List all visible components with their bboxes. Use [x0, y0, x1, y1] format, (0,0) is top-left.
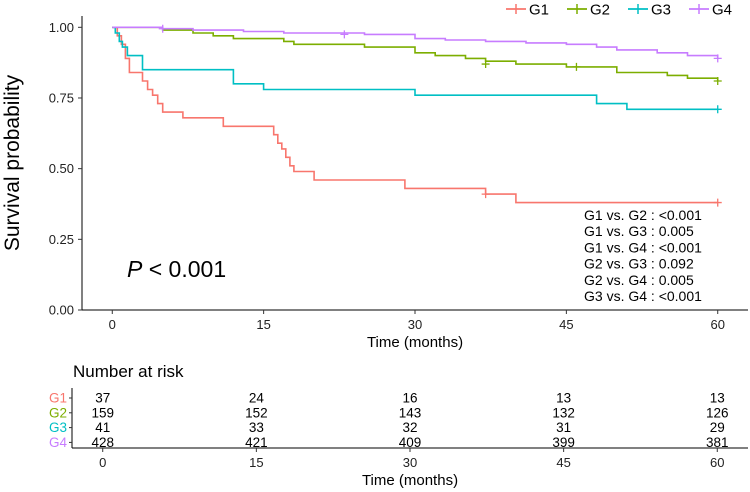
- risk-count-g1: 37: [95, 391, 110, 406]
- y-tick-label: 0.50: [49, 161, 74, 176]
- y-tick-label: 1.00: [49, 20, 74, 35]
- x-tick-label: 0: [109, 317, 116, 332]
- risk-count-g4: 409: [399, 435, 422, 450]
- risk-count-g2: 126: [706, 405, 729, 420]
- risk-count-g1: 13: [556, 391, 571, 406]
- censor-mark-g4: [713, 54, 722, 63]
- risk-x-tick-label: 45: [556, 455, 570, 470]
- risk-x-tick-label: 15: [249, 455, 263, 470]
- survival-curve-g4: [112, 26, 719, 59]
- y-axis-title: Survival probability: [1, 74, 24, 251]
- risk-table: Number at risk G1 37 24 16 13 13 G2 159 152 143 132…: [49, 362, 748, 489]
- x-tick-label: 60: [710, 317, 724, 332]
- legend-label-g1: G1: [529, 2, 549, 19]
- risk-count-g2: 132: [552, 405, 575, 420]
- main-plot-axes: 0.00 0.25 0.50 0.75 1.00 0 15 30 45 60 Time (month…: [1, 16, 748, 351]
- risk-count-g1: 24: [249, 391, 265, 406]
- survival-curve-g3: [112, 26, 718, 111]
- risk-x-tick-label: 30: [403, 455, 417, 470]
- risk-row-label-g3: G3: [49, 420, 67, 435]
- risk-count-g3: 33: [249, 420, 264, 435]
- pairwise-comparison: G2 vs. G4 : 0.005: [584, 272, 694, 288]
- risk-count-g4: 399: [552, 435, 575, 450]
- legend-label-g2: G2: [590, 2, 610, 19]
- x-tick-label: 30: [408, 317, 422, 332]
- risk-x-axis-title: Time (months): [362, 472, 458, 489]
- censor-mark-g4: [158, 24, 167, 33]
- x-axis-title: Time (months): [367, 334, 463, 351]
- x-tick-label: 45: [559, 317, 573, 332]
- legend: G1 G2 G3 G4: [506, 2, 732, 19]
- x-tick-label: 15: [256, 317, 270, 332]
- risk-count-g1: 16: [402, 391, 417, 406]
- risk-table-title: Number at risk: [73, 362, 184, 381]
- censor-mark-g1: [481, 190, 490, 199]
- pairwise-comparison: G2 vs. G3 : 0.092: [584, 256, 694, 272]
- p-symbol: P: [127, 256, 143, 282]
- censor-mark-g4: [340, 30, 349, 39]
- survival-curve-g2: [112, 26, 719, 81]
- legend-label-g4: G4: [712, 2, 732, 19]
- survival-curves: [112, 24, 722, 207]
- risk-count-g3: 31: [556, 420, 571, 435]
- pairwise-comparison: G1 vs. G4 : <0.001: [584, 239, 702, 255]
- risk-count-g4: 381: [706, 435, 729, 450]
- risk-x-tick-label: 0: [99, 455, 106, 470]
- survival-curve-g1: [112, 26, 718, 204]
- risk-count-g3: 41: [95, 420, 110, 435]
- pairwise-comparison: G1 vs. G3 : 0.005: [584, 223, 694, 239]
- censor-mark-g2: [713, 77, 722, 86]
- risk-count-g3: 32: [402, 420, 417, 435]
- censor-mark-g1: [713, 198, 722, 207]
- risk-count-g4: 428: [91, 435, 114, 450]
- p-value: < 0.001: [142, 256, 226, 282]
- y-tick-label: 0.00: [49, 303, 74, 318]
- risk-count-g3: 29: [710, 420, 725, 435]
- risk-row-label-g1: G1: [49, 391, 67, 406]
- p-value-label: P < 0.001: [127, 256, 226, 282]
- risk-row-label-g2: G2: [49, 405, 67, 420]
- risk-count-g2: 152: [245, 405, 268, 420]
- y-tick-label: 0.25: [49, 232, 74, 247]
- pairwise-comparison: G3 vs. G4 : <0.001: [584, 288, 702, 304]
- censor-mark-g2: [572, 62, 581, 71]
- risk-row-label-g4: G4: [49, 435, 68, 450]
- risk-count-g2: 143: [399, 405, 422, 420]
- risk-count-g1: 13: [710, 391, 725, 406]
- risk-x-tick-label: 60: [710, 455, 724, 470]
- legend-label-g3: G3: [651, 2, 671, 19]
- y-tick-label: 0.75: [49, 90, 74, 105]
- censor-mark-g3: [713, 105, 722, 114]
- pairwise-comparison: G1 vs. G2 : <0.001: [584, 207, 702, 223]
- risk-count-g2: 159: [91, 405, 114, 420]
- risk-count-g4: 421: [245, 435, 268, 450]
- censor-mark-g2: [481, 60, 490, 69]
